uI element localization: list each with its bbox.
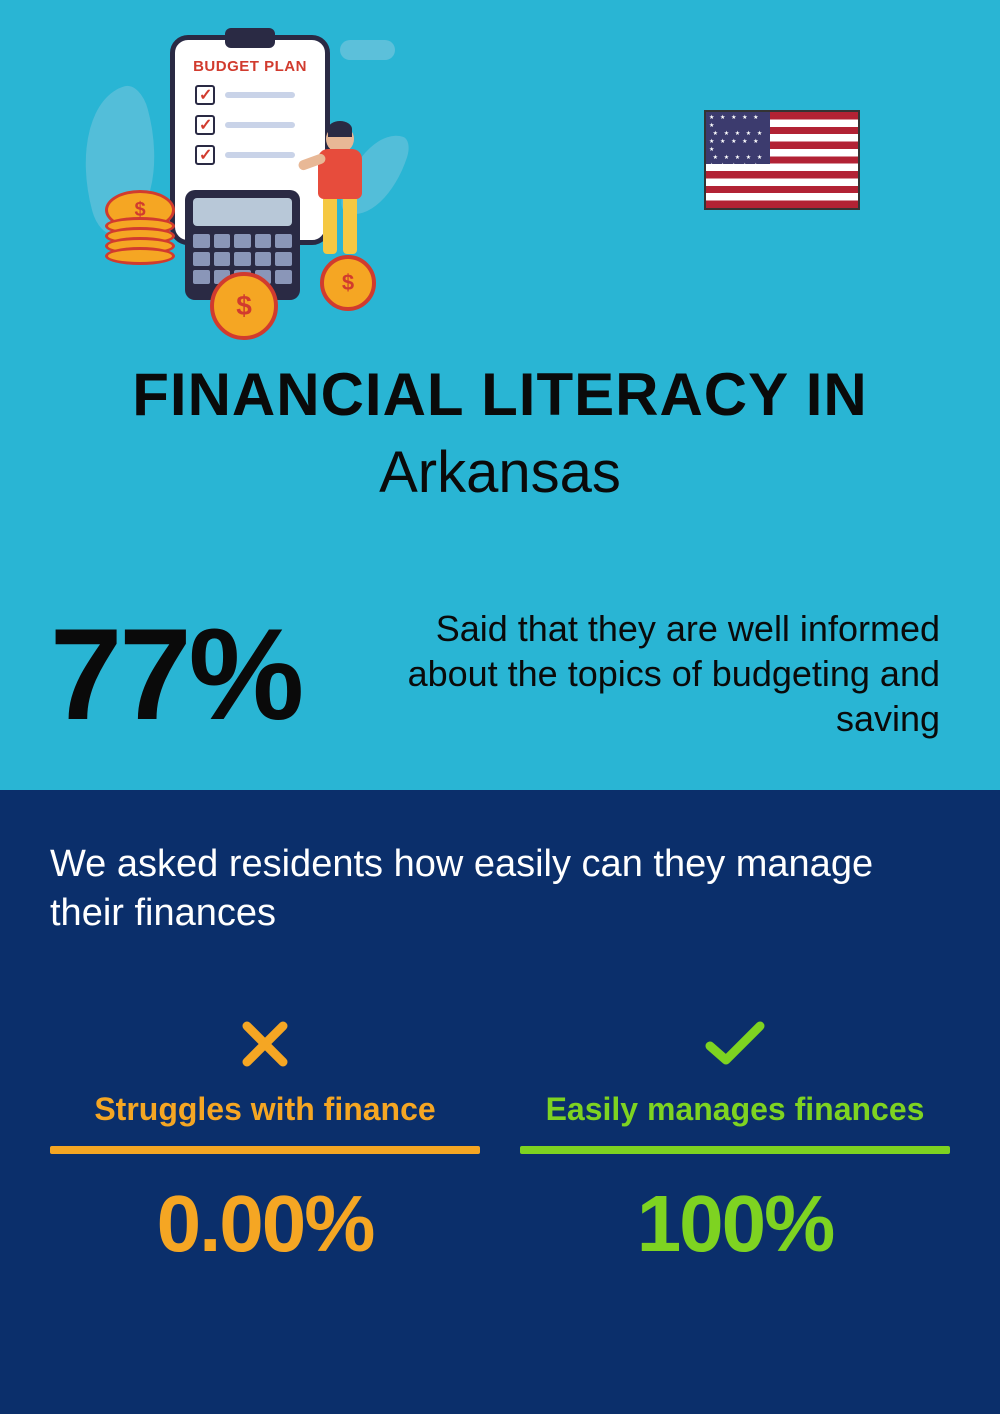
- us-flag-icon: ★ ★ ★ ★ ★ ★ ★ ★ ★ ★ ★★ ★ ★ ★ ★ ★ ★ ★ ★ ★…: [704, 110, 860, 210]
- bottom-section: We asked residents how easily can they m…: [0, 790, 1000, 1414]
- check-icon: [520, 1009, 950, 1079]
- coin-icon: $: [320, 255, 376, 311]
- main-stat-value: 77%: [50, 609, 301, 739]
- person-icon: [305, 125, 375, 254]
- infographic-page: BUDGET PLAN $ $: [0, 0, 1000, 1414]
- cross-icon: [50, 1009, 480, 1079]
- manages-column: Easily manages finances 100%: [520, 1009, 950, 1270]
- manages-label: Easily manages finances: [520, 1091, 950, 1128]
- struggles-value: 0.00%: [50, 1178, 480, 1270]
- manages-value: 100%: [520, 1178, 950, 1270]
- results-row: Struggles with finance 0.00% Easily mana…: [50, 1009, 950, 1270]
- struggles-column: Struggles with finance 0.00%: [50, 1009, 480, 1270]
- coin-icon: $: [210, 272, 278, 340]
- survey-question: We asked residents how easily can they m…: [50, 840, 950, 939]
- cloud-decoration: [340, 40, 395, 60]
- flag-container: ★ ★ ★ ★ ★ ★ ★ ★ ★ ★ ★★ ★ ★ ★ ★ ★ ★ ★ ★ ★…: [704, 110, 860, 210]
- title-block: FINANCIAL LITERACY IN Arkansas: [50, 360, 950, 506]
- struggles-label: Struggles with finance: [50, 1091, 480, 1128]
- page-subtitle: Arkansas: [50, 439, 950, 506]
- header-row: BUDGET PLAN $ $: [50, 30, 950, 320]
- divider: [50, 1146, 480, 1154]
- top-section: BUDGET PLAN $ $: [0, 0, 1000, 790]
- main-stat-description: Said that they are well informed about t…: [341, 606, 950, 741]
- budget-plan-illustration: BUDGET PLAN $ $: [50, 30, 410, 320]
- coin-stack-icon: [105, 225, 175, 265]
- divider: [520, 1146, 950, 1154]
- page-title: FINANCIAL LITERACY IN: [50, 360, 950, 429]
- clipboard-label: BUDGET PLAN: [175, 58, 325, 75]
- main-stat-row: 77% Said that they are well informed abo…: [50, 606, 950, 741]
